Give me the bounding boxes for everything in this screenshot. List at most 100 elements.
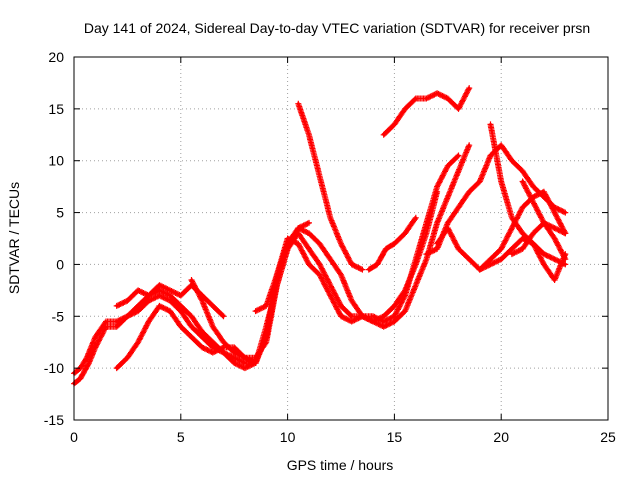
data-point bbox=[87, 361, 91, 365]
data-point bbox=[200, 299, 204, 303]
data-point bbox=[339, 242, 343, 246]
data-point bbox=[553, 278, 556, 282]
x-tick-label: 20 bbox=[493, 429, 509, 445]
data-point bbox=[307, 133, 311, 137]
data-point bbox=[499, 257, 503, 261]
data-point bbox=[222, 340, 225, 344]
series-track-g bbox=[295, 100, 366, 273]
data-point bbox=[521, 169, 524, 173]
series-track-o bbox=[508, 219, 569, 258]
data-point bbox=[403, 107, 407, 111]
y-tick-label: 20 bbox=[48, 49, 64, 65]
data-point bbox=[328, 216, 332, 220]
data-point bbox=[328, 283, 332, 287]
data-point bbox=[232, 351, 236, 354]
data-point bbox=[318, 263, 322, 266]
data-point bbox=[542, 190, 546, 194]
data-point bbox=[393, 320, 396, 323]
data-point bbox=[542, 252, 546, 256]
data-point bbox=[553, 226, 556, 230]
data-point bbox=[499, 143, 503, 147]
data-point bbox=[467, 190, 471, 194]
y-tick-label: 15 bbox=[48, 101, 64, 117]
data-point bbox=[382, 320, 386, 323]
data-point bbox=[457, 107, 460, 111]
data-point bbox=[553, 211, 556, 214]
data-point bbox=[93, 346, 97, 349]
data-point bbox=[168, 288, 172, 292]
data-point bbox=[168, 294, 172, 297]
data-point bbox=[350, 263, 354, 266]
data-point bbox=[296, 102, 300, 106]
data-point bbox=[339, 273, 343, 277]
data-point bbox=[360, 268, 364, 272]
data-point bbox=[510, 159, 514, 163]
data-point bbox=[457, 247, 460, 251]
x-tick-label: 25 bbox=[600, 429, 616, 445]
data-point bbox=[457, 154, 460, 157]
data-point bbox=[136, 309, 140, 313]
y-tick-label: 10 bbox=[48, 153, 64, 169]
data-point bbox=[275, 273, 279, 277]
series-track-e bbox=[188, 277, 280, 361]
data-point bbox=[414, 216, 418, 220]
data-point bbox=[222, 351, 225, 354]
data-point bbox=[179, 325, 183, 329]
data-point bbox=[136, 288, 140, 292]
data-point bbox=[85, 356, 89, 360]
data-point bbox=[168, 309, 172, 313]
data-point bbox=[296, 226, 300, 230]
data-point bbox=[403, 231, 407, 235]
data-point bbox=[93, 335, 97, 339]
data-point bbox=[414, 257, 418, 261]
data-point bbox=[318, 242, 322, 246]
data-point bbox=[350, 314, 354, 318]
data-point bbox=[435, 221, 439, 225]
data-point bbox=[510, 226, 514, 230]
data-point bbox=[531, 242, 535, 246]
data-point bbox=[211, 351, 215, 354]
data-point bbox=[254, 356, 257, 360]
data-point bbox=[384, 247, 388, 251]
data-point bbox=[243, 361, 247, 365]
data-point bbox=[222, 314, 225, 318]
grid bbox=[74, 57, 608, 420]
data-point bbox=[339, 314, 343, 318]
data-point bbox=[467, 86, 471, 90]
data-point bbox=[489, 263, 492, 266]
data-point bbox=[115, 366, 119, 370]
data-point bbox=[264, 340, 268, 344]
y-tick-label: 0 bbox=[56, 256, 64, 272]
data-point bbox=[115, 325, 119, 329]
data-points bbox=[71, 85, 569, 387]
series-markers bbox=[252, 219, 312, 315]
data-point bbox=[200, 330, 204, 334]
data-point bbox=[521, 231, 524, 235]
data-point bbox=[328, 257, 332, 261]
data-point bbox=[126, 314, 129, 318]
data-point bbox=[286, 242, 289, 246]
data-point bbox=[254, 361, 257, 365]
data-point bbox=[307, 221, 311, 225]
data-point bbox=[531, 231, 535, 235]
data-point bbox=[446, 221, 450, 225]
data-point bbox=[446, 164, 450, 168]
data-point bbox=[79, 366, 82, 370]
data-point bbox=[403, 294, 407, 297]
data-point bbox=[243, 366, 247, 370]
y-tick-label: 5 bbox=[56, 205, 64, 221]
data-point bbox=[104, 325, 108, 329]
data-point bbox=[136, 304, 140, 308]
data-point bbox=[382, 133, 386, 137]
data-point bbox=[457, 205, 460, 209]
data-point bbox=[414, 97, 418, 100]
data-point bbox=[190, 325, 193, 329]
data-point bbox=[563, 263, 567, 266]
data-point bbox=[318, 174, 322, 178]
data-point bbox=[158, 304, 161, 308]
data-point bbox=[425, 221, 428, 225]
data-point bbox=[553, 257, 556, 261]
plot-frame bbox=[73, 56, 609, 421]
data-point bbox=[531, 185, 535, 189]
data-point bbox=[542, 263, 546, 266]
